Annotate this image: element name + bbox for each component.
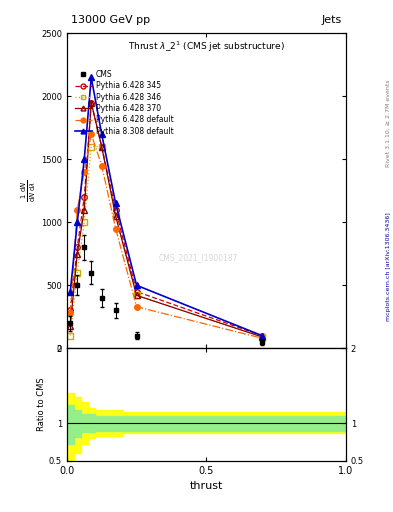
Line: Pythia 6.428 345: Pythia 6.428 345 xyxy=(68,100,265,338)
Pythia 6.428 default xyxy=(134,304,139,310)
Y-axis label: $\frac{1}{\mathrm{d}N}\frac{\mathrm{d}N}{\mathrm{d}\lambda}$: $\frac{1}{\mathrm{d}N}\frac{\mathrm{d}N}… xyxy=(20,180,38,202)
Pythia 6.428 370 xyxy=(99,143,104,150)
Pythia 8.308 default xyxy=(99,131,104,137)
Pythia 6.428 346 xyxy=(134,292,139,298)
Pythia 6.428 default xyxy=(260,335,264,342)
Line: Pythia 6.428 370: Pythia 6.428 370 xyxy=(68,100,265,340)
Text: Jets: Jets xyxy=(321,14,342,25)
Pythia 6.428 345 xyxy=(68,307,73,313)
Pythia 8.308 default xyxy=(113,200,118,206)
Pythia 6.428 346 xyxy=(68,333,73,339)
Pythia 8.308 default xyxy=(89,74,94,80)
X-axis label: thrust: thrust xyxy=(190,481,223,491)
Pythia 6.428 346 xyxy=(75,270,80,276)
Pythia 6.428 default xyxy=(113,225,118,231)
Pythia 6.428 345 xyxy=(99,143,104,150)
Line: Pythia 6.428 346: Pythia 6.428 346 xyxy=(68,144,265,340)
Pythia 6.428 default xyxy=(89,131,94,137)
Pythia 6.428 345 xyxy=(134,289,139,295)
Text: Thrust $\lambda\_2^1$ (CMS jet substructure): Thrust $\lambda\_2^1$ (CMS jet substruct… xyxy=(128,39,285,54)
Text: mcplots.cern.ch [arXiv:1306.3436]: mcplots.cern.ch [arXiv:1306.3436] xyxy=(386,212,391,321)
Pythia 6.428 345 xyxy=(260,333,264,339)
Pythia 6.428 370 xyxy=(260,334,264,340)
Pythia 6.428 370 xyxy=(82,207,86,213)
Text: CMS_2021_I1900187: CMS_2021_I1900187 xyxy=(158,253,238,262)
Pythia 6.428 345 xyxy=(89,99,94,105)
Pythia 8.308 default xyxy=(75,219,80,225)
Pythia 6.428 345 xyxy=(113,207,118,213)
Legend: CMS, Pythia 6.428 345, Pythia 6.428 346, Pythia 6.428 370, Pythia 6.428 default,: CMS, Pythia 6.428 345, Pythia 6.428 346,… xyxy=(73,69,175,137)
Pythia 6.428 default xyxy=(99,162,104,168)
Pythia 6.428 345 xyxy=(82,194,86,200)
Line: Pythia 6.428 default: Pythia 6.428 default xyxy=(68,131,265,341)
Pythia 8.308 default xyxy=(82,156,86,162)
Pythia 6.428 346 xyxy=(99,143,104,150)
Pythia 6.428 default xyxy=(68,310,73,316)
Pythia 6.428 346 xyxy=(82,219,86,225)
Text: 13000 GeV pp: 13000 GeV pp xyxy=(71,14,150,25)
Pythia 6.428 345 xyxy=(75,244,80,250)
Pythia 6.428 370 xyxy=(89,99,94,105)
Line: Pythia 8.308 default: Pythia 8.308 default xyxy=(68,75,265,338)
Pythia 6.428 default xyxy=(75,207,80,213)
Pythia 6.428 370 xyxy=(134,292,139,298)
Pythia 6.428 default xyxy=(82,169,86,175)
Text: Rivet 3.1.10, ≥ 2.7M events: Rivet 3.1.10, ≥ 2.7M events xyxy=(386,79,391,167)
Pythia 6.428 370 xyxy=(75,251,80,257)
Pythia 8.308 default xyxy=(68,289,73,295)
Pythia 8.308 default xyxy=(134,282,139,288)
Pythia 6.428 346 xyxy=(260,334,264,340)
Pythia 6.428 370 xyxy=(68,323,73,329)
Pythia 6.428 346 xyxy=(113,213,118,219)
Y-axis label: Ratio to CMS: Ratio to CMS xyxy=(37,378,46,431)
Pythia 6.428 370 xyxy=(113,213,118,219)
Pythia 6.428 346 xyxy=(89,143,94,150)
Pythia 8.308 default xyxy=(260,333,264,339)
